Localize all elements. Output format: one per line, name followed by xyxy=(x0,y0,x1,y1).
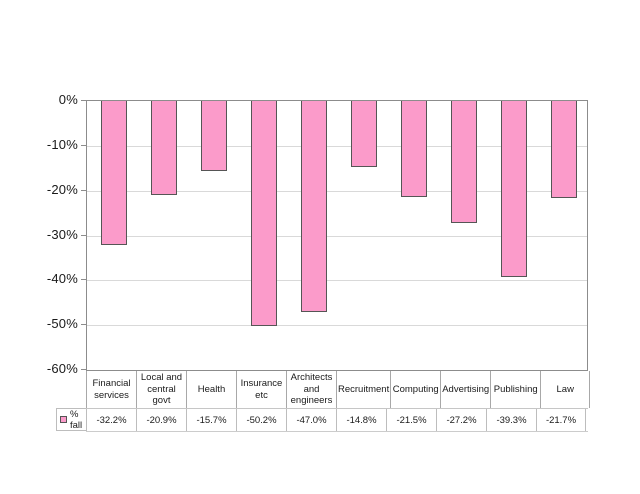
value-cell: -47.0% xyxy=(286,409,336,431)
category-header-cell: Health xyxy=(186,371,236,408)
y-axis-tick xyxy=(81,235,86,236)
value-cell: -39.3% xyxy=(486,409,536,431)
value-cell: -21.7% xyxy=(536,409,586,431)
category-header-cell: Law xyxy=(540,371,591,408)
y-axis-tick xyxy=(81,100,86,101)
bar xyxy=(501,101,527,277)
y-axis-tick xyxy=(81,324,86,325)
category-header-cell: Advertising xyxy=(440,371,490,408)
bar xyxy=(351,101,377,167)
bar xyxy=(251,101,277,326)
y-axis-label: -10% xyxy=(46,137,78,152)
y-axis-label: -40% xyxy=(46,271,78,286)
y-axis-tick xyxy=(81,279,86,280)
bar xyxy=(401,101,427,197)
bar xyxy=(451,101,477,223)
y-axis-tick xyxy=(81,369,86,370)
y-axis-label: -20% xyxy=(46,182,78,197)
value-cell: -32.2% xyxy=(86,409,136,431)
value-cell: -21.5% xyxy=(386,409,436,431)
bar xyxy=(201,101,227,171)
y-axis-tick xyxy=(81,190,86,191)
bar xyxy=(151,101,177,195)
value-cell: -14.8% xyxy=(336,409,386,431)
gridline xyxy=(87,325,587,326)
bar xyxy=(101,101,127,245)
category-header-cell: Recruitment xyxy=(336,371,390,408)
category-header-cell: Computing xyxy=(390,371,440,408)
y-axis-tick xyxy=(81,145,86,146)
value-cell: -15.7% xyxy=(186,409,236,431)
category-header-cell: Financial services xyxy=(86,371,136,408)
legend-color-swatch-icon xyxy=(60,416,67,423)
category-header-cell: Architects and engineers xyxy=(286,371,336,408)
value-row: -32.2% -20.9% -15.7% -50.2% -47.0% -14.8% -21.… xyxy=(86,409,588,432)
category-header-cell: Local and central govt xyxy=(136,371,186,408)
legend-cell: % fall xyxy=(56,408,86,431)
bar xyxy=(301,101,327,312)
category-header-cell: Publishing xyxy=(490,371,540,408)
bar xyxy=(551,101,577,198)
category-header-cell: Insurance etc xyxy=(236,371,286,408)
y-axis-label: -30% xyxy=(46,227,78,242)
y-axis-label: -60% xyxy=(46,361,78,376)
value-cell: -27.2% xyxy=(436,409,486,431)
legend-label: % fall xyxy=(70,408,83,431)
gridline xyxy=(87,236,587,237)
plot-area xyxy=(86,100,588,371)
y-axis-label: -50% xyxy=(46,316,78,331)
category-header-row: Financial services Local and central govt… xyxy=(86,371,591,409)
gridline xyxy=(87,146,587,147)
gridline xyxy=(87,191,587,192)
value-cell: -20.9% xyxy=(136,409,186,431)
gridline xyxy=(87,280,587,281)
value-cell: -50.2% xyxy=(236,409,286,431)
y-axis-label: 0% xyxy=(58,92,78,107)
